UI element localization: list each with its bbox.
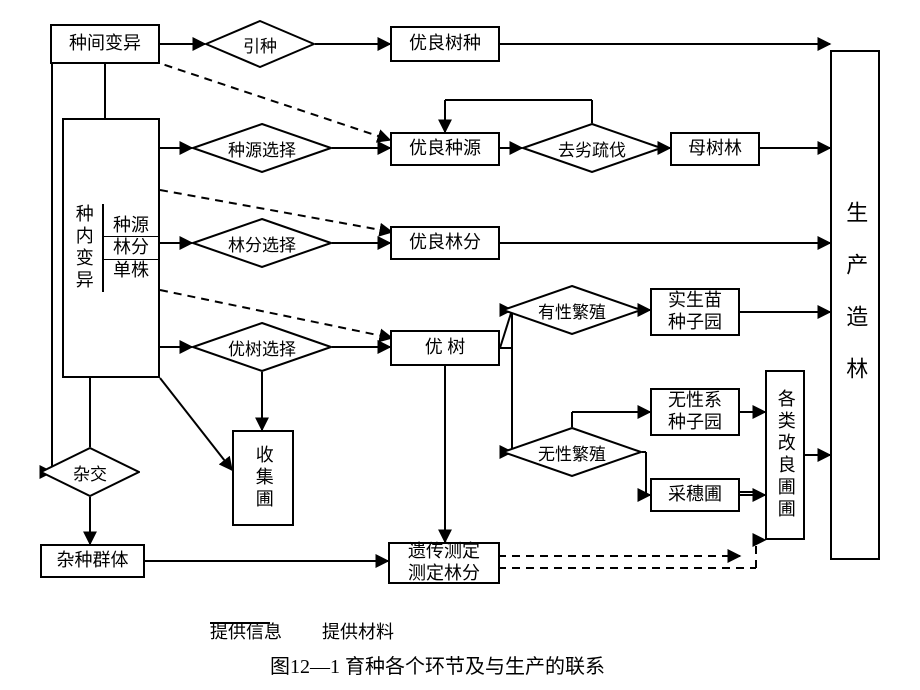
diamond-provenance-select: 种源选择 [192, 123, 332, 173]
diamond-sexual-prop: 有性繁殖 [502, 285, 642, 335]
node-mother-forest: 母树林 [670, 132, 760, 166]
diamond-introduction: 引种 [205, 20, 315, 68]
figure-caption: 图12—1 育种各个环节及与生产的联系 [270, 650, 605, 679]
diamond-plus-tree-select: 优树选择 [192, 322, 332, 372]
node-good-stand: 优良林分 [390, 226, 500, 260]
node-intraspecies-column: 种内变异 种源 林分 单株 [62, 118, 160, 378]
diagram-canvas: 种间变异 优良树种 种内变异 种源 林分 单株 优良种源 优良林分 优 树 母树… [0, 0, 920, 690]
node-seedling-orchard: 实生苗 种子园 [650, 288, 740, 336]
node-production-afforestation: 生产造林 [830, 50, 880, 560]
diamond-asexual-prop: 无性繁殖 [502, 427, 642, 477]
node-collection-nursery: 收集圃 [232, 430, 294, 526]
node-cutting-nursery: 采穗圃 [650, 478, 740, 512]
node-genetic-test: 遗传测定 测定林分 [388, 542, 500, 584]
diamond-hybridize: 杂交 [40, 447, 140, 497]
legend-solid-label: 提供材料 [322, 618, 394, 644]
node-good-species: 优良树种 [390, 26, 500, 62]
cell-stand: 林分 [104, 237, 158, 260]
intraspecies-label: 种内变异 [72, 204, 94, 292]
node-improved-nurseries: 各类改良圃圃 [765, 370, 805, 540]
cell-provenance: 种源 [104, 215, 158, 238]
diamond-thinning: 去劣疏伐 [522, 123, 662, 173]
node-plus-tree: 优 树 [390, 330, 500, 366]
node-interspecies-variation: 种间变异 [50, 24, 160, 64]
node-good-provenance: 优良种源 [390, 132, 500, 166]
legend: 提供信息 提供材料 [210, 618, 394, 644]
diamond-stand-select: 林分选择 [192, 218, 332, 268]
cell-individual: 单株 [104, 260, 158, 282]
legend-solid-icon [210, 618, 270, 628]
node-clonal-orchard: 无性系 种子园 [650, 388, 740, 436]
node-hybrid-population: 杂种群体 [40, 544, 145, 578]
